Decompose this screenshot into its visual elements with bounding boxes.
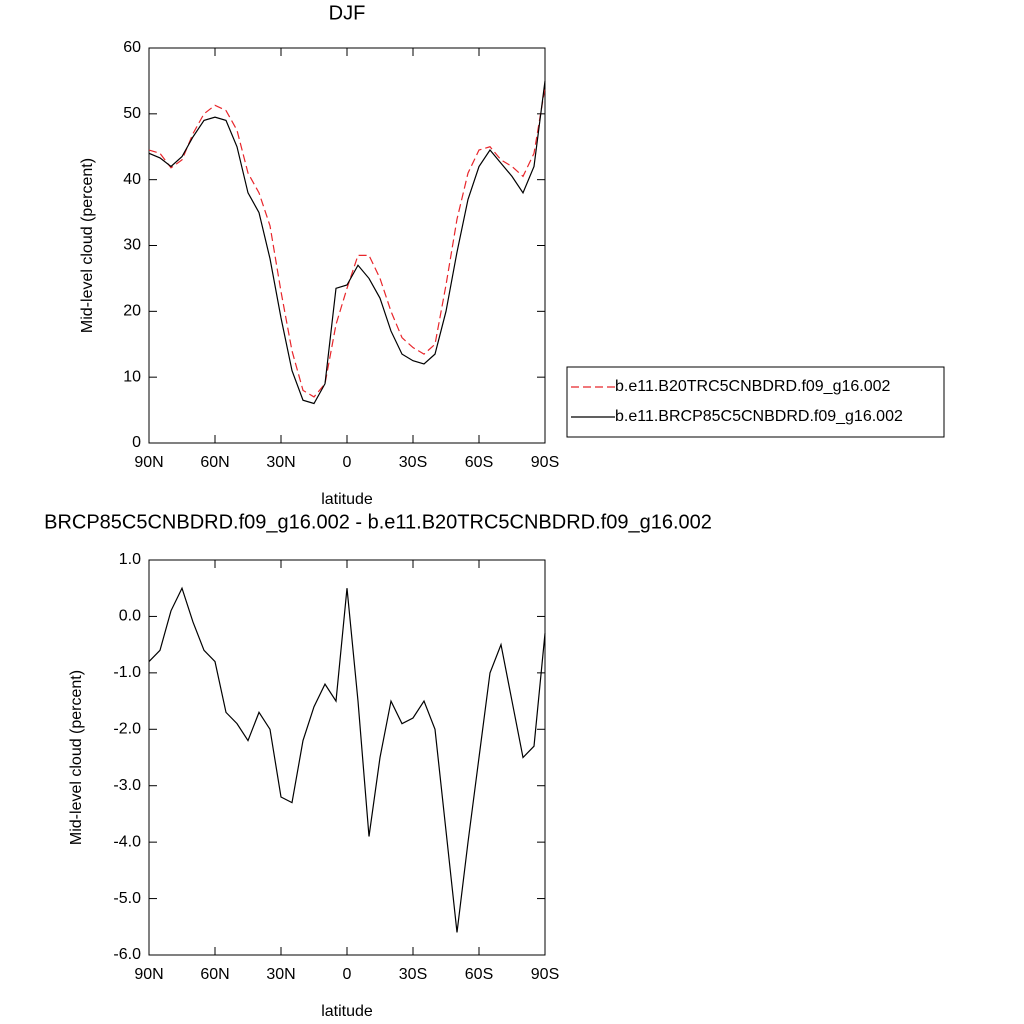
y-tick-label: -6.0 [113,946,141,963]
x-tick-label: 60S [465,966,493,983]
x-tick-label: 90S [531,454,559,471]
data-line [148,80,546,405]
legend-label: b.e11.B20TRC5CNBDRD.f09_g16.002 [615,378,891,395]
y-tick-label: 1.0 [119,551,141,568]
y-tick-label: -4.0 [113,833,141,850]
y-tick-label: 60 [123,39,141,56]
x-tick-label: 90S [531,966,559,983]
legend-box [566,366,945,438]
x-tick-label: 90N [134,966,163,983]
y-tick-label: -2.0 [113,721,141,738]
y-tick-label: -1.0 [113,664,141,681]
x-tick-label: 30S [399,966,427,983]
y-tick-label: -3.0 [113,777,141,794]
x-tick-label: 60S [465,454,493,471]
data-line [148,586,546,933]
y-tick-label: 30 [123,237,141,254]
y-tick-label: 40 [123,171,141,188]
x-tick-label: 60N [200,966,229,983]
y-tick-label: 0.0 [119,608,141,625]
x-tick-label: 90N [134,454,163,471]
y-tick-label: -5.0 [113,890,141,907]
chart-title: BRCP85C5CNBDRD.f09_g16.002 - b.e11.B20TR… [44,511,712,533]
chart-title: DJF [329,2,366,24]
x-tick-label: 30S [399,454,427,471]
legend-label: b.e11.BRCP85C5CNBDRD.f09_g16.002 [615,408,903,425]
y-tick-label: 0 [132,434,141,451]
y-axis-label: Mid-level cloud (percent) [79,158,96,333]
plot-frame [148,47,546,444]
x-tick-label: 30N [266,454,295,471]
x-axis-label: latitude [321,491,373,508]
x-tick-label: 0 [343,966,352,983]
x-tick-label: 60N [200,454,229,471]
x-tick-label: 0 [343,454,352,471]
x-tick-label: 30N [266,966,295,983]
plot-frame [148,559,546,956]
x-axis-label: latitude [321,1003,373,1020]
data-line [148,87,546,398]
y-tick-label: 50 [123,105,141,122]
y-tick-label: 20 [123,303,141,320]
y-axis-label: Mid-level cloud (percent) [68,670,85,845]
y-tick-label: 10 [123,368,141,385]
